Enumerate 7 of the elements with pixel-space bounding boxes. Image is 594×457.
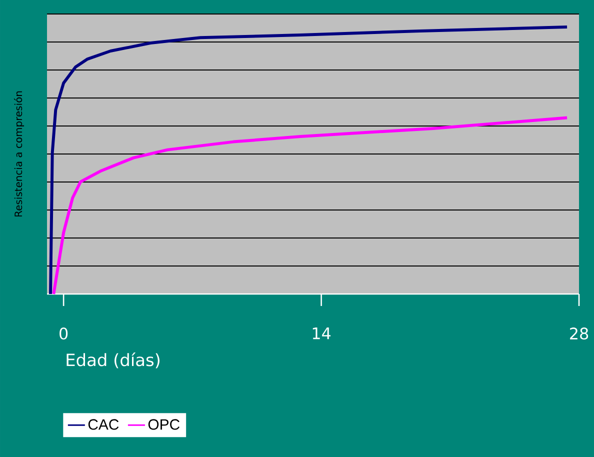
y-axis-title: Resistencia a compresión (14, 91, 24, 216)
x-axis-title: Edad (días) (66, 352, 160, 368)
legend-label: CAC (88, 419, 119, 430)
legend-label: OPC (148, 419, 180, 430)
x-tick-label: 0 (60, 328, 68, 340)
x-tick-label: 14 (312, 328, 331, 340)
x-tick-label: 28 (570, 328, 588, 340)
